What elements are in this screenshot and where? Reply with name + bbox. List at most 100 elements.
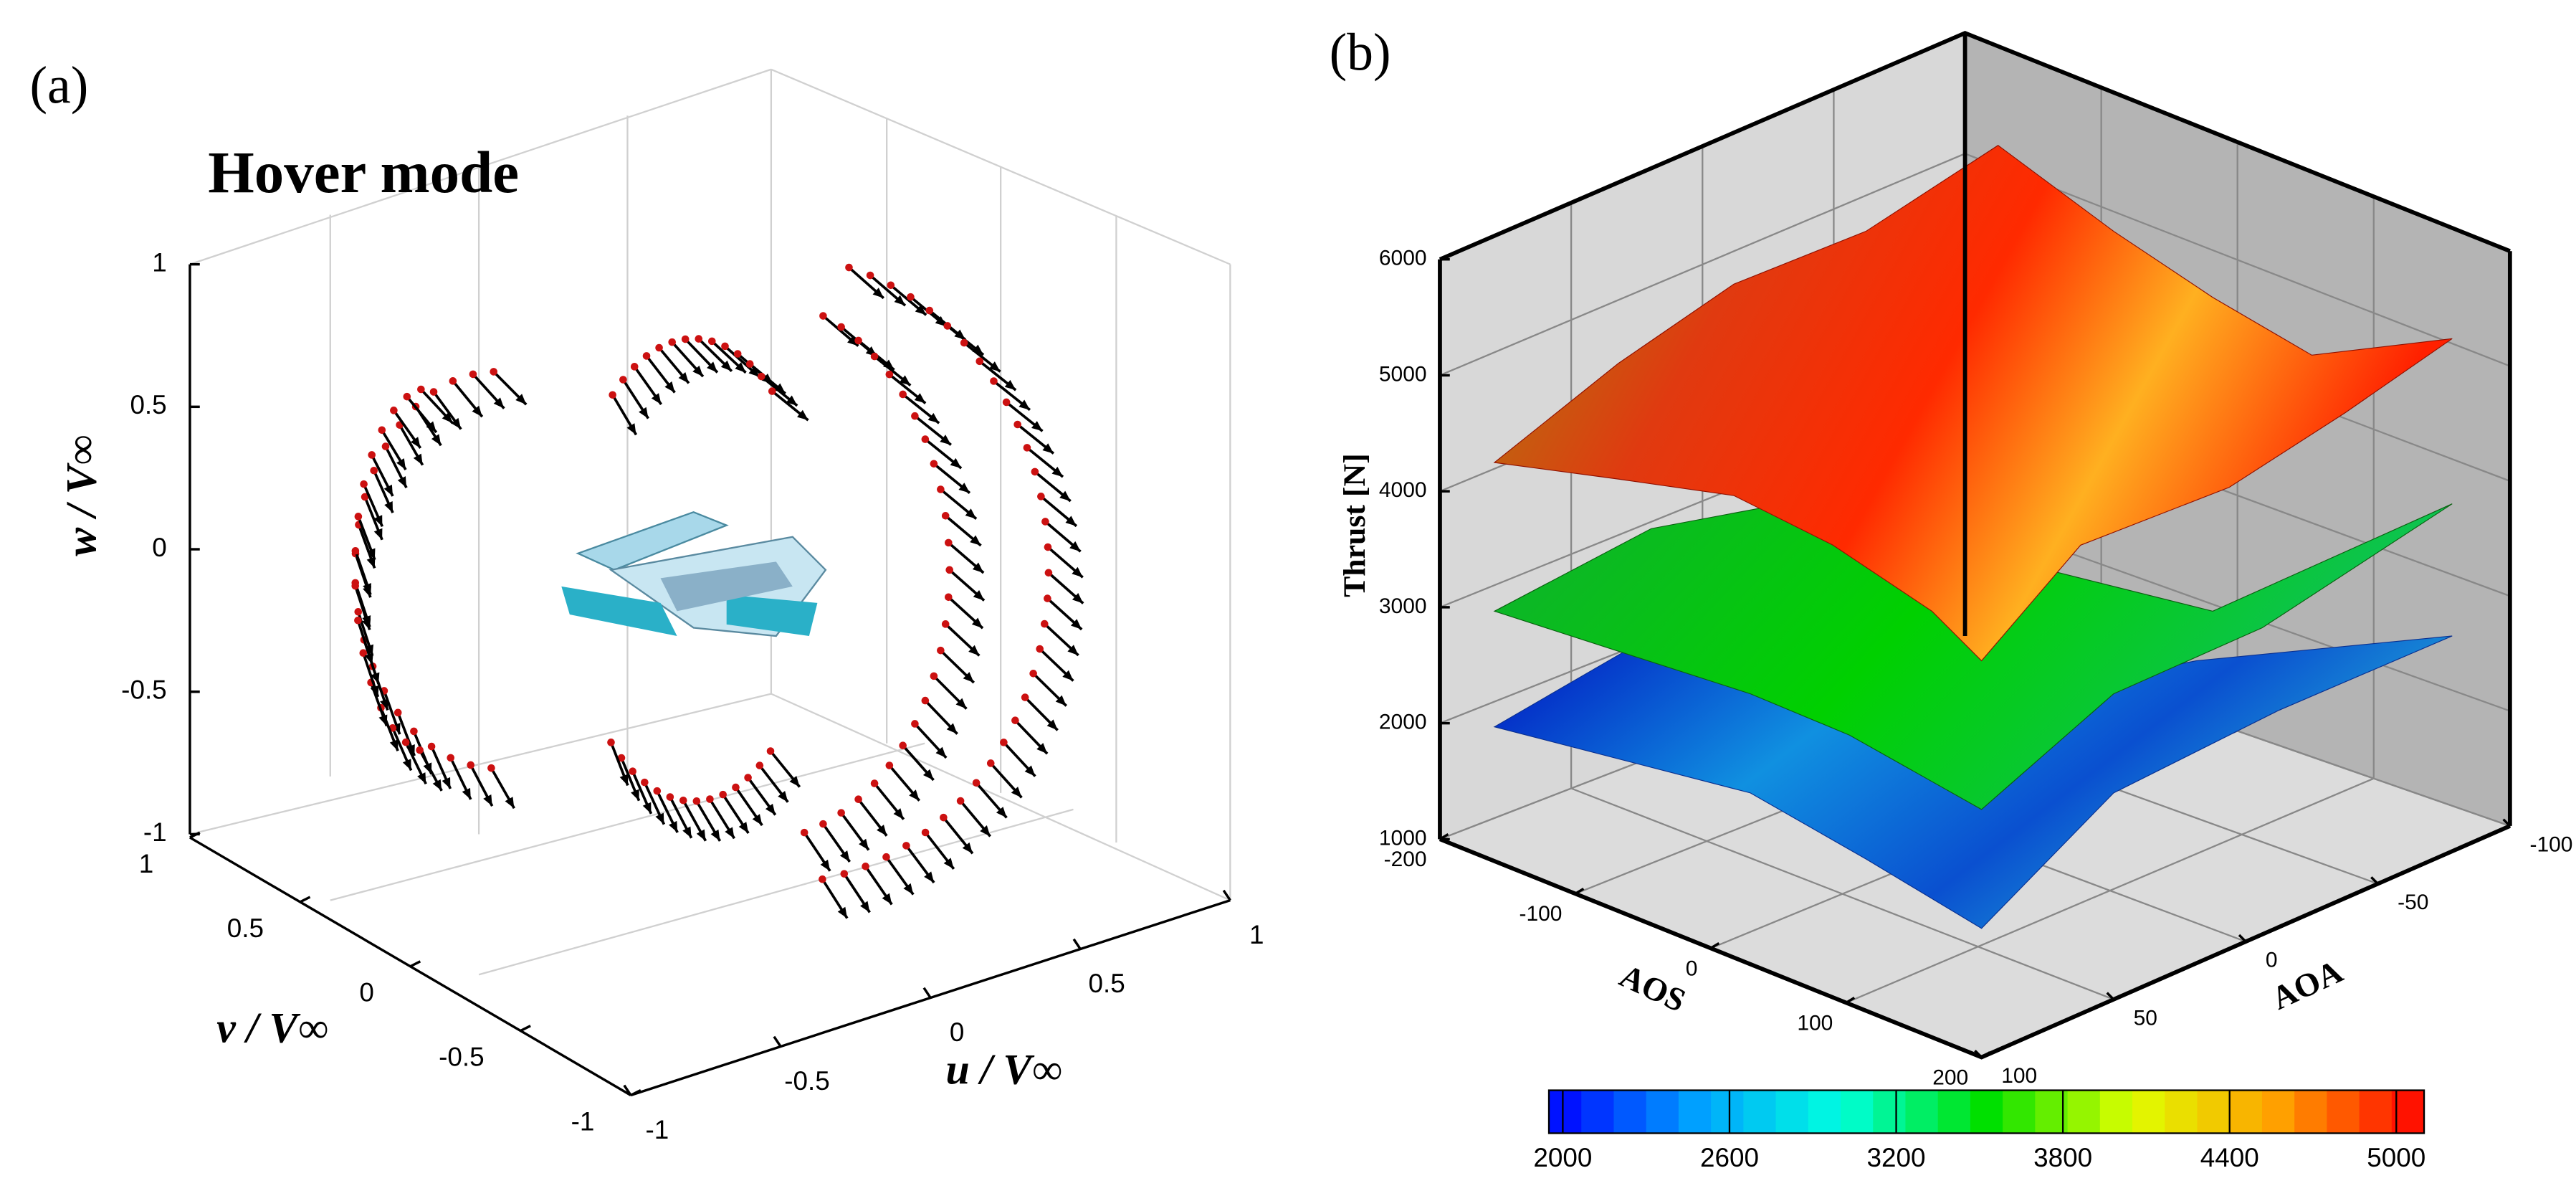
sample-point [692,797,701,805]
sample-point [986,759,995,767]
arrow-head [1004,379,1016,391]
arrow-head [639,407,649,419]
sample-point [887,281,895,290]
sample-point [921,828,930,837]
sample-point [629,767,636,776]
arrow-head [922,769,934,780]
sample-point [668,338,677,346]
arrow-head [738,822,749,834]
y-axis-label: v / V∞ [216,1005,328,1052]
arrow-head [417,772,426,784]
axis-line [189,836,631,1096]
arrow-head [664,381,675,393]
z-tick-label: 3000 [1379,594,1427,618]
arrow-head [1069,541,1081,552]
colorbar-tick-label: 5000 [2367,1143,2425,1172]
y-tick-label: 0 [359,978,374,1007]
arrow-head [431,434,442,446]
arrow-head [692,365,703,377]
arrow-head [410,437,421,448]
arrow-head [935,746,947,758]
sample-point [679,796,687,805]
colorbar-band [2003,1090,2036,1134]
sample-point [943,322,952,330]
arrow-head [946,723,958,734]
tick-mark [1072,938,1082,950]
x-axis-label: u / V∞ [945,1045,1062,1093]
colorbar-band [1905,1090,1939,1134]
sample-point [416,746,424,754]
z-tick-label: 4000 [1379,478,1427,502]
arrow-head [725,827,735,839]
sample-point [768,387,776,395]
colorbar-band [2132,1090,2165,1134]
arrow-head [370,685,379,697]
arrow-head [1011,787,1022,798]
arrow-head [380,698,389,711]
sample-point [766,747,775,755]
arrow-head [1042,443,1054,454]
tick-mark [409,960,421,968]
sample-point [940,813,948,822]
arrow-head [872,288,884,298]
sample-point [1044,543,1052,551]
arrow-head [626,423,636,435]
sample-point [911,720,919,728]
sample-point [757,372,765,381]
x-axis-label: AOS [1614,957,1691,1019]
colorbar-band [2294,1090,2328,1134]
sample-point [487,764,495,772]
sample-point [393,708,402,717]
sample-point [925,306,934,315]
sample-point [607,739,615,746]
tick-mark [299,896,311,903]
arrow-head [839,850,850,862]
sample-point [744,774,752,782]
sample-point [745,360,754,368]
sample-point [361,493,369,501]
tick-mark [630,1089,641,1097]
arrow-head [968,645,980,656]
arrow-head [1072,566,1083,578]
grid-line [1570,202,2114,1000]
colorbar-band [2099,1090,2133,1134]
arrow-head [378,714,388,726]
arrow-head [364,652,373,665]
colorbar-band [1549,1090,1582,1134]
sample-point [449,377,457,385]
sample-point [885,761,894,769]
sample-point [695,335,703,343]
sample-point [870,352,879,361]
y-tick-label: 1 [139,849,154,878]
colorbar-band [1775,1090,1809,1134]
sample-point [401,738,410,746]
sample-point [351,582,360,590]
sample-point [1037,493,1045,500]
tick-mark [623,1084,632,1096]
arrow-head [914,393,926,404]
sample-point [707,337,716,346]
sample-point [819,875,826,883]
x-tick-label: -200 [1384,848,1427,871]
sample-point [653,787,662,795]
sample-point [447,754,455,762]
sample-point [469,370,477,379]
colorbar-band [2261,1090,2295,1134]
colorbar-tick-label: 3800 [2033,1143,2092,1172]
sample-point [655,343,663,352]
arrow-head [909,789,920,801]
colorbar-band [2197,1090,2231,1134]
arrow-head [642,802,652,814]
tick-mark [922,987,932,999]
sample-point [617,754,626,762]
arrow-head [678,372,689,384]
sample-point [885,370,894,379]
sample-point [666,793,674,801]
tick-mark [1574,887,1585,895]
tick-mark [189,831,201,839]
tick-mark [1845,997,1856,1004]
arrow-head [442,412,453,424]
sample-point [381,442,390,450]
arrow-head [882,893,892,905]
